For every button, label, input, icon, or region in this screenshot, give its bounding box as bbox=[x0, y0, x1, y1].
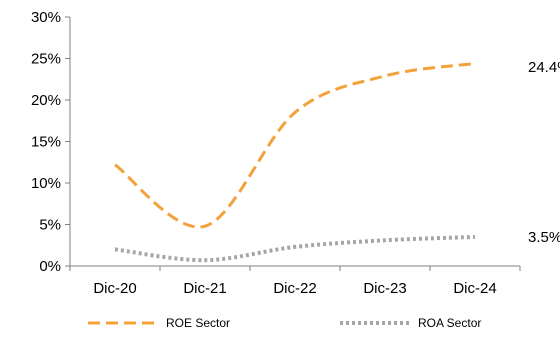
legend-label: ROE Sector bbox=[166, 316, 230, 330]
x-tick-label: Dic-23 bbox=[363, 280, 406, 297]
x-tick-label: Dic-22 bbox=[273, 280, 316, 297]
end-labels: 24.4% 3.5% bbox=[528, 59, 560, 246]
y-ticks: 0% 5% 10% 15% 20% 25% 30% bbox=[31, 9, 70, 275]
y-tick-label: 25% bbox=[31, 51, 61, 68]
y-tick-label: 20% bbox=[31, 92, 61, 109]
y-tick-label: 5% bbox=[39, 217, 61, 234]
y-tick-label: 15% bbox=[31, 134, 61, 151]
series-line-roa-sector bbox=[114, 234, 476, 263]
series-lines bbox=[114, 61, 477, 263]
series-line-roe-sector bbox=[114, 61, 476, 229]
y-tick-label: 0% bbox=[39, 258, 61, 275]
x-tick-label: Dic-20 bbox=[93, 280, 136, 297]
data-point bbox=[383, 74, 387, 78]
end-value-label: 24.4% bbox=[528, 59, 560, 76]
x-tick-label: Dic-24 bbox=[453, 280, 496, 297]
data-point bbox=[473, 61, 477, 65]
end-value-label: 3.5% bbox=[528, 229, 560, 246]
x-tick-label: Dic-21 bbox=[183, 280, 226, 297]
y-tick-label: 10% bbox=[31, 175, 61, 192]
y-tick-label: 30% bbox=[31, 9, 61, 26]
x-ticks: Dic-20 Dic-21 Dic-22 Dic-23 Dic-24 bbox=[69, 266, 521, 297]
legend-label: ROA Sector bbox=[418, 316, 481, 330]
legend: ROE Sector ROA Sector bbox=[88, 316, 481, 330]
